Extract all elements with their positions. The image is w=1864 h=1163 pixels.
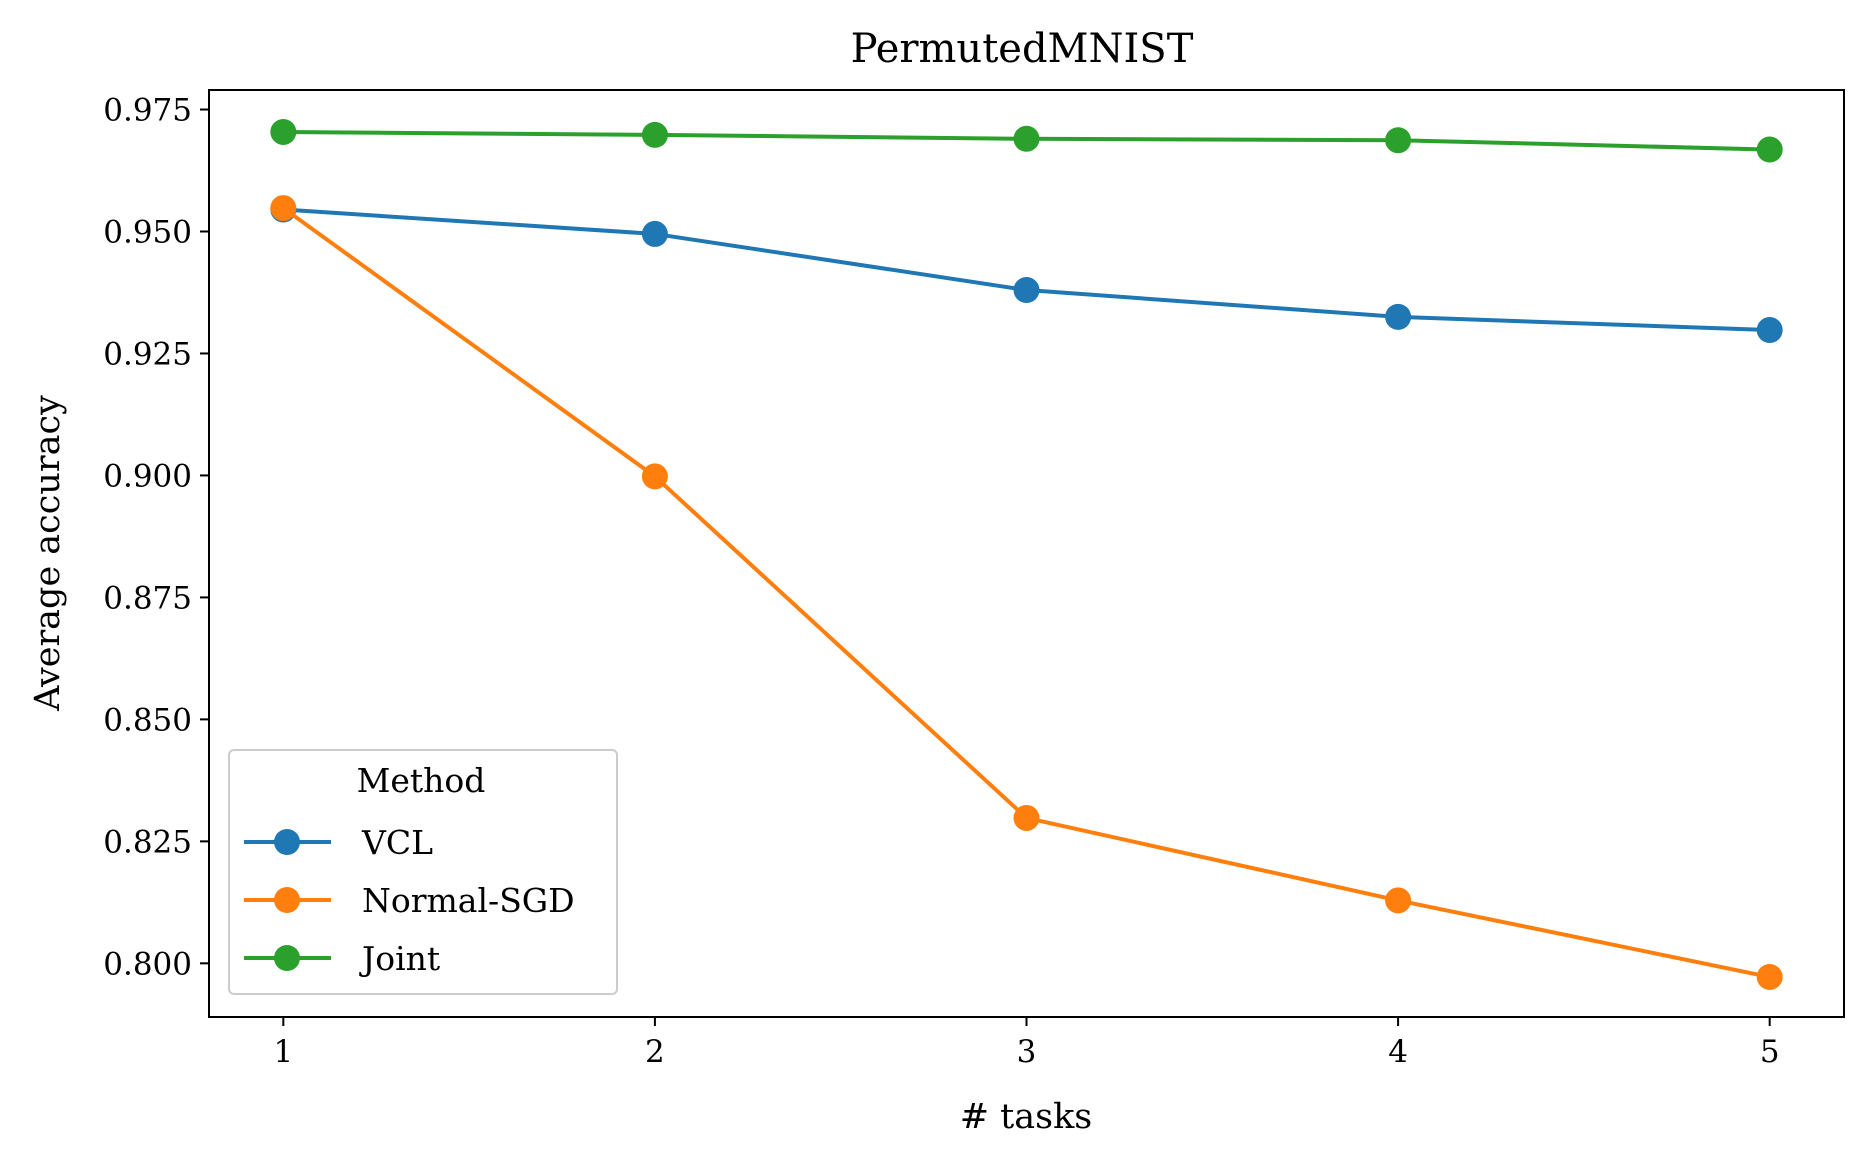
legend-title: Method xyxy=(357,761,486,800)
series-joint xyxy=(270,118,1783,163)
data-point xyxy=(1756,136,1783,163)
legend-box xyxy=(228,749,618,995)
data-point xyxy=(1756,317,1783,344)
data-point xyxy=(1013,804,1040,831)
data-point xyxy=(1013,277,1040,304)
x-tick-label: 3 xyxy=(1017,1034,1037,1070)
y-tick-label: 0.850 xyxy=(103,702,192,738)
data-point xyxy=(1013,125,1040,152)
y-tick-label: 0.825 xyxy=(103,824,192,860)
legend-label: Normal-SGD xyxy=(362,881,575,920)
x-tick-label: 1 xyxy=(273,1034,293,1070)
data-point xyxy=(1385,887,1412,914)
data-point xyxy=(1385,127,1412,154)
y-tick-label: 0.925 xyxy=(103,336,192,372)
x-tick-label: 4 xyxy=(1388,1034,1408,1070)
y-axis-label: Average accuracy xyxy=(28,395,68,712)
y-tick-label: 0.900 xyxy=(103,458,192,494)
legend-marker xyxy=(274,829,300,855)
y-tick-label: 0.800 xyxy=(103,946,192,982)
series-layer xyxy=(270,118,1783,990)
data-point xyxy=(270,195,297,222)
data-point xyxy=(641,463,668,490)
legend-marker xyxy=(274,887,300,913)
x-axis-label: # tasks xyxy=(960,1097,1093,1137)
data-point xyxy=(1756,963,1783,990)
data-point xyxy=(641,121,668,148)
x-tick-label: 5 xyxy=(1760,1034,1780,1070)
y-tick-label: 0.950 xyxy=(103,214,192,250)
data-point xyxy=(1385,303,1412,330)
legend-marker xyxy=(274,945,300,971)
x-tick-label: 2 xyxy=(645,1034,665,1070)
data-point xyxy=(641,220,668,247)
series-vcl xyxy=(270,196,1783,344)
x-axis: 1 2 3 4 5 xyxy=(273,1017,1780,1070)
legend-label: VCL xyxy=(361,823,433,862)
series-normal-sgd xyxy=(270,195,1783,990)
y-axis: 0.800 0.825 0.850 0.875 0.900 0.925 0.950 0.975 xyxy=(103,93,209,982)
chart-title: PermutedMNIST xyxy=(851,26,1194,72)
y-tick-label: 0.875 xyxy=(103,580,192,616)
series-line xyxy=(281,207,1772,333)
data-point xyxy=(270,118,297,145)
legend-label: Joint xyxy=(359,939,440,978)
legend: Method VCL Normal-SGD Joint xyxy=(228,749,618,995)
y-tick-label: 0.975 xyxy=(103,93,192,129)
